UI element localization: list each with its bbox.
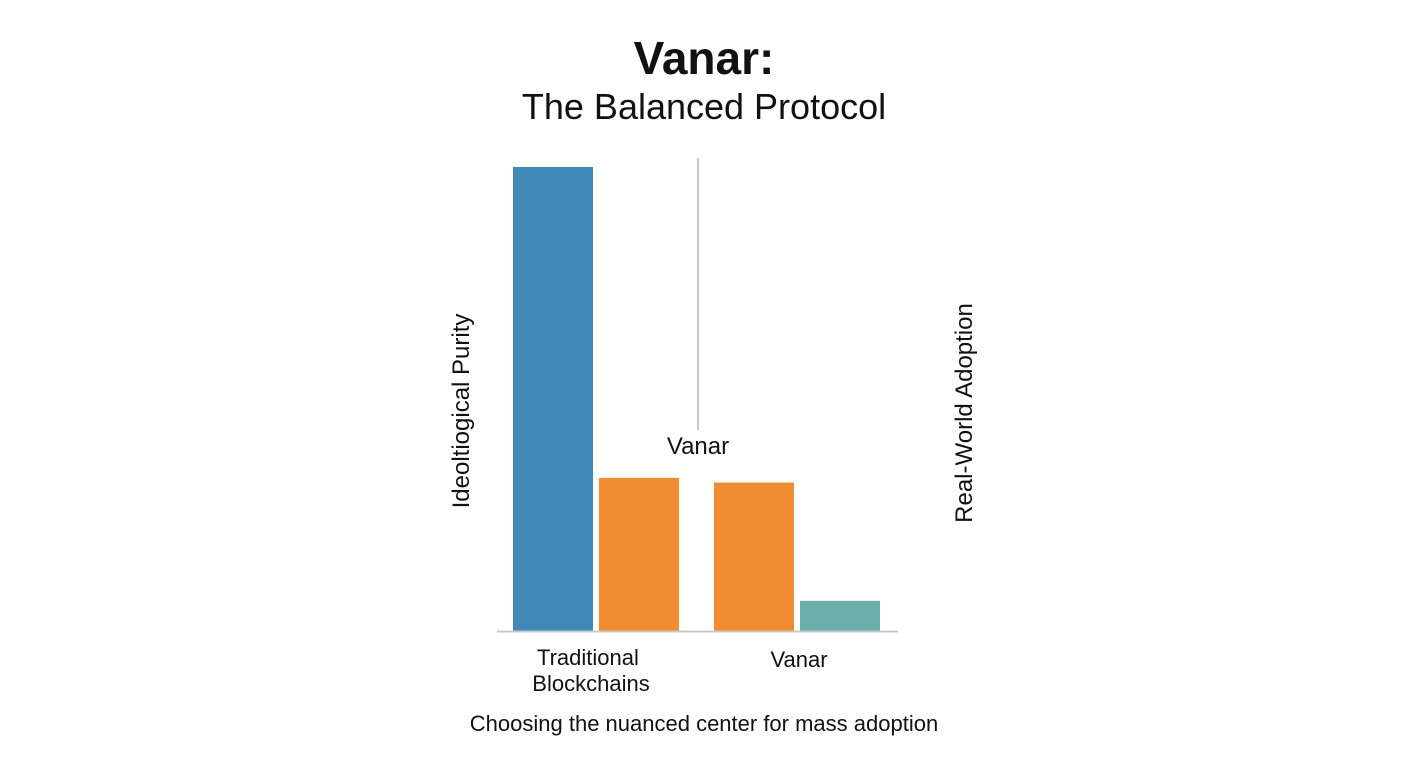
- chart-subtitle: The Balanced Protocol: [521, 86, 887, 127]
- chart-caption: Choosing the nuanced center for mass ado…: [469, 711, 939, 736]
- bar-group0-bar0: [513, 167, 593, 631]
- divider-label: Vanar: [667, 433, 729, 460]
- y-axis-left-label: Ideoltiogical Purity: [448, 314, 475, 509]
- x-tick-label-traditional-line2: Blockchains: [532, 671, 649, 696]
- bar-group1-bar0: [714, 482, 794, 631]
- y-axis-right-label: Real-World Adoption: [951, 303, 978, 523]
- chart-title: Vanar:: [633, 32, 775, 84]
- bar-group0-bar1: [599, 477, 679, 631]
- x-tick-label-vanar: Vanar: [770, 647, 827, 672]
- x-tick-label-traditional-line1: Traditional: [537, 645, 639, 670]
- bars-group: [513, 167, 880, 631]
- bar-group1-bar1: [800, 600, 880, 631]
- x-tick-label-traditional: Traditional Blockchains: [532, 645, 649, 696]
